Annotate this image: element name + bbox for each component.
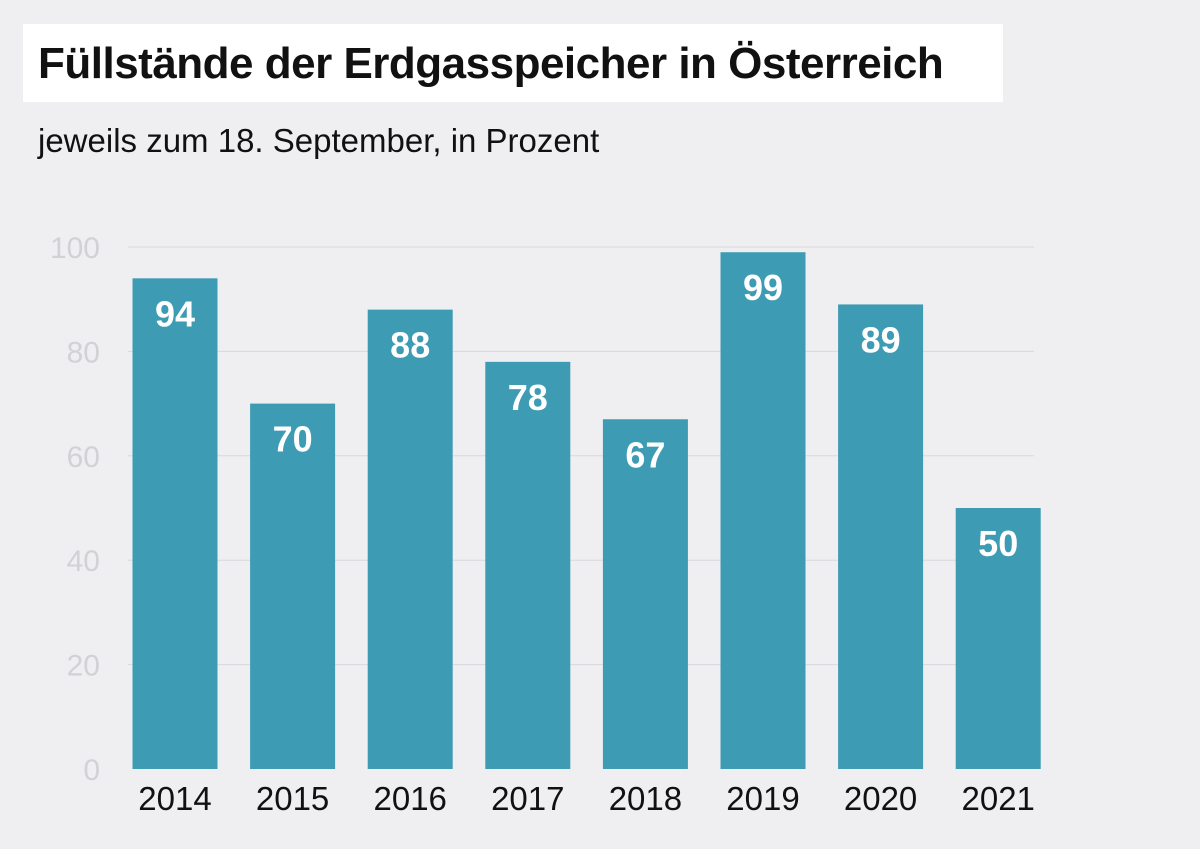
- y-axis: 0 20 40 60 80 100: [50, 232, 100, 787]
- bar-2014: [132, 278, 218, 769]
- chart-subtitle: jeweils zum 18. September, in Prozent: [38, 122, 600, 159]
- bar-value-label-2014: 94: [155, 293, 195, 334]
- bar-2015: [250, 403, 336, 769]
- bar-2017: [485, 361, 571, 769]
- bar-2018: [602, 419, 688, 769]
- bar-value-label-2020: 89: [861, 319, 901, 360]
- title-box: Füllstände der Erdgasspeicher in Österre…: [23, 24, 1003, 102]
- bar-value-label-2016: 88: [390, 325, 430, 366]
- y-tick-label-60: 60: [67, 441, 100, 474]
- y-tick-label-20: 20: [67, 650, 100, 683]
- bar-2016: [367, 309, 453, 769]
- y-tick-label-100: 100: [50, 232, 100, 265]
- bar-value-label-2021: 50: [978, 523, 1018, 564]
- bar-2019: [720, 252, 806, 770]
- bars: [132, 252, 1041, 770]
- y-tick-label-0: 0: [83, 754, 100, 787]
- x-tick-label-2020: 2020: [844, 780, 917, 817]
- chart-title: Füllstände der Erdgasspeicher in Österre…: [38, 39, 944, 88]
- x-tick-label-2018: 2018: [609, 780, 682, 817]
- x-tick-label-2016: 2016: [373, 780, 446, 817]
- x-tick-label-2015: 2015: [256, 780, 329, 817]
- bar-value-label-2018: 67: [625, 434, 665, 475]
- x-axis: 2014 2015 2016 2017 2018 2019 2020 2021: [138, 780, 1035, 817]
- bar-2021: [955, 508, 1041, 769]
- bar-value-label-2015: 70: [273, 419, 313, 460]
- y-tick-label-40: 40: [67, 545, 100, 578]
- x-tick-label-2021: 2021: [961, 780, 1034, 817]
- x-tick-label-2019: 2019: [726, 780, 799, 817]
- bar-value-label-2019: 99: [743, 267, 783, 308]
- bar-2020: [838, 304, 924, 769]
- x-tick-label-2017: 2017: [491, 780, 564, 817]
- y-tick-label-80: 80: [67, 336, 100, 369]
- x-tick-label-2014: 2014: [138, 780, 211, 817]
- bar-value-label-2017: 78: [508, 377, 548, 418]
- bar-labels: 94 70 88 78 67 99 89 50: [155, 267, 1018, 564]
